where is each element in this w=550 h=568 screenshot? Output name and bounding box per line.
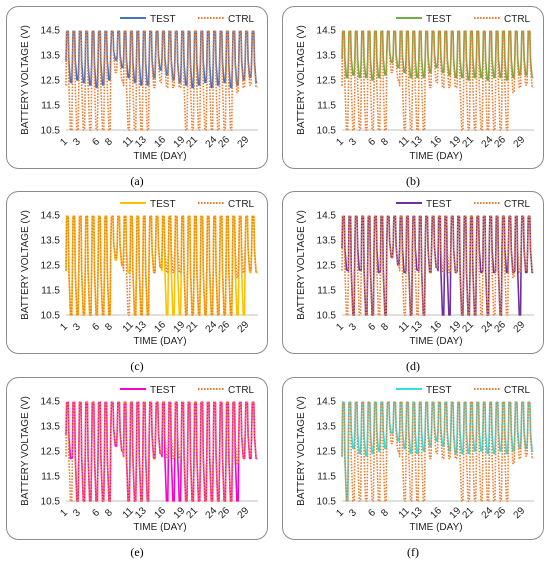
chart-panel-4: 14.5 13.5 12.5 11.5 10.5 TEST CTRL 1 3 6 8 11 13 16 19… xyxy=(282,191,544,354)
panel-caption: (e) xyxy=(130,545,144,559)
legend-label-ctrl: CTRL xyxy=(228,385,255,396)
y-tick-label: 14.5 xyxy=(317,211,337,222)
y-tick-label: 13.5 xyxy=(41,422,61,433)
chart-panel-5: 14.5 13.5 12.5 11.5 10.5 TEST CTRL 1 3 6 8 11 13 16 19… xyxy=(6,377,268,540)
y-tick-label: 12.5 xyxy=(41,261,61,272)
series-line-ctrl xyxy=(341,215,534,316)
y-tick-label: 10.5 xyxy=(317,311,337,322)
chart-panel-1: 14.5 13.5 12.5 11.5 10.5 TEST CTRL 1 3 6 8 11 13 16 19… xyxy=(6,6,268,169)
series-line-ctrl xyxy=(65,401,258,502)
y-tick-label: 14.5 xyxy=(41,397,61,408)
y-axis-title: BATTERY VOLTAGE (V) xyxy=(20,396,31,506)
y-tick-label: 14.5 xyxy=(41,26,61,37)
legend-label-test: TEST xyxy=(150,199,176,210)
series-line-ctrl xyxy=(341,30,534,131)
legend-label-ctrl: CTRL xyxy=(504,385,531,396)
chart-panel-3: 14.5 13.5 12.5 11.5 10.5 TEST CTRL 1 3 6 8 11 13 16 19… xyxy=(6,191,268,354)
y-tick-label: 10.5 xyxy=(41,497,61,508)
legend-label-ctrl: CTRL xyxy=(504,199,531,210)
legend-label-test: TEST xyxy=(150,385,176,396)
panel-caption: (f) xyxy=(407,545,419,559)
y-tick-label: 13.5 xyxy=(41,236,61,247)
panel-caption: (c) xyxy=(130,359,144,373)
y-tick-label: 14.5 xyxy=(317,26,337,37)
panel-caption: (a) xyxy=(130,174,144,188)
chart-panel-6: 14.5 13.5 12.5 11.5 10.5 TEST CTRL 1 3 6 8 11 13 16 19… xyxy=(282,377,544,540)
x-axis-title: TIME (DAY) xyxy=(409,151,462,162)
y-tick-label: 13.5 xyxy=(317,236,337,247)
chart-panel-2: 14.5 13.5 12.5 11.5 10.5 TEST CTRL 1 3 6 8 11 13 16 19… xyxy=(282,6,544,169)
panel-caption: (b) xyxy=(406,174,420,188)
y-tick-label: 14.5 xyxy=(41,211,61,222)
y-tick-label: 13.5 xyxy=(41,51,61,62)
series-line-ctrl xyxy=(65,30,258,131)
legend-label-test: TEST xyxy=(426,14,452,25)
y-tick-label: 13.5 xyxy=(317,51,337,62)
x-axis-title: TIME (DAY) xyxy=(409,522,462,533)
y-tick-label: 10.5 xyxy=(317,126,337,137)
panel-caption: (d) xyxy=(406,359,420,373)
y-axis-title: BATTERY VOLTAGE (V) xyxy=(20,25,31,135)
y-tick-label: 11.5 xyxy=(41,472,60,483)
legend-label-ctrl: CTRL xyxy=(504,14,531,25)
series-line-ctrl xyxy=(341,401,534,502)
y-axis-title: BATTERY VOLTAGE (V) xyxy=(296,396,307,506)
y-tick-label: 11.5 xyxy=(41,101,60,112)
y-tick-label: 10.5 xyxy=(317,497,337,508)
y-tick-label: 12.5 xyxy=(317,76,337,87)
x-axis-title: TIME (DAY) xyxy=(133,522,186,533)
x-axis-title: TIME (DAY) xyxy=(133,336,186,347)
y-axis-title: BATTERY VOLTAGE (V) xyxy=(20,210,31,320)
y-tick-label: 11.5 xyxy=(317,286,336,297)
y-tick-label: 11.5 xyxy=(41,286,60,297)
y-tick-label: 12.5 xyxy=(41,76,61,87)
x-axis-title: TIME (DAY) xyxy=(133,151,186,162)
y-axis-title: BATTERY VOLTAGE (V) xyxy=(296,210,307,320)
legend-label-test: TEST xyxy=(150,14,176,25)
y-tick-label: 11.5 xyxy=(317,472,336,483)
y-tick-label: 10.5 xyxy=(41,311,61,322)
legend-label-test: TEST xyxy=(426,385,452,396)
y-tick-label: 13.5 xyxy=(317,422,337,433)
y-tick-label: 12.5 xyxy=(317,261,337,272)
legend-label-test: TEST xyxy=(426,199,452,210)
y-tick-label: 14.5 xyxy=(317,397,337,408)
y-tick-label: 12.5 xyxy=(41,447,61,458)
y-tick-label: 10.5 xyxy=(41,126,61,137)
legend-label-ctrl: CTRL xyxy=(228,199,255,210)
series-line-ctrl xyxy=(65,215,258,316)
x-axis-title: TIME (DAY) xyxy=(409,336,462,347)
legend-label-ctrl: CTRL xyxy=(228,14,255,25)
y-tick-label: 11.5 xyxy=(317,101,336,112)
y-tick-label: 12.5 xyxy=(317,447,337,458)
y-axis-title: BATTERY VOLTAGE (V) xyxy=(296,25,307,135)
